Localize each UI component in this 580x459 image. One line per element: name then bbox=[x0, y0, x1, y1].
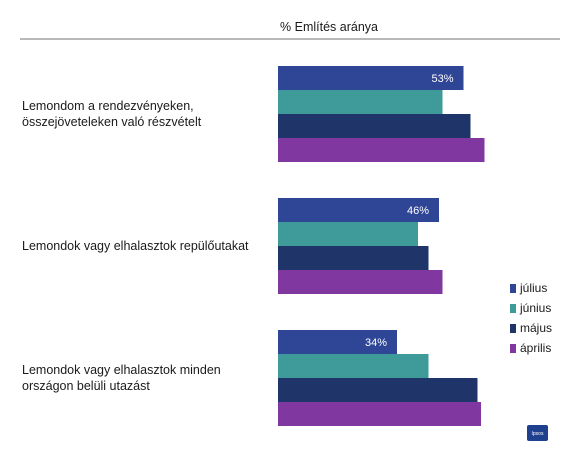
ipsos-logo: Ipsos bbox=[527, 425, 548, 441]
legend-label: április bbox=[520, 341, 551, 355]
category-label: országon belüli utazást bbox=[22, 379, 150, 393]
chart-title: % Említés aránya bbox=[280, 20, 378, 34]
plot-area: Lemondom a rendezvényeken, összejövetelek… bbox=[22, 66, 485, 426]
data-label: 34% bbox=[365, 337, 387, 349]
data-label: 53% bbox=[431, 73, 453, 85]
category-label: Lemondok vagy elhalasztok repülőutakat bbox=[22, 239, 249, 253]
bar-május bbox=[278, 378, 478, 402]
legend-label: június bbox=[519, 301, 551, 315]
bar-július bbox=[278, 198, 439, 222]
category-label: Lemondok vagy elhalasztok minden bbox=[22, 363, 221, 377]
bar-április bbox=[278, 138, 485, 162]
bar-június bbox=[278, 354, 429, 378]
bar-június bbox=[278, 222, 418, 246]
bar-július bbox=[278, 330, 397, 354]
legend-swatch-május bbox=[510, 324, 516, 333]
data-label: 46% bbox=[407, 205, 429, 217]
legend-swatch-április bbox=[510, 344, 516, 353]
category-label: Lemondom a rendezvényeken, bbox=[22, 99, 194, 113]
ipsos-logo-text: Ipsos bbox=[532, 431, 544, 437]
bar-április bbox=[278, 270, 443, 294]
legend-swatch-július bbox=[510, 284, 516, 293]
bar-június bbox=[278, 90, 443, 114]
category-label: összejöveteleken való részvételt bbox=[22, 115, 202, 129]
legend: július június május április bbox=[510, 281, 552, 355]
legend-swatch-június bbox=[510, 304, 516, 313]
bar-április bbox=[278, 402, 481, 426]
bar-július bbox=[278, 66, 464, 90]
ipsos-logo-badge bbox=[527, 425, 548, 441]
bar-május bbox=[278, 246, 429, 270]
legend-label: július bbox=[519, 281, 547, 295]
legend-label: május bbox=[520, 321, 552, 335]
bar-május bbox=[278, 114, 471, 138]
